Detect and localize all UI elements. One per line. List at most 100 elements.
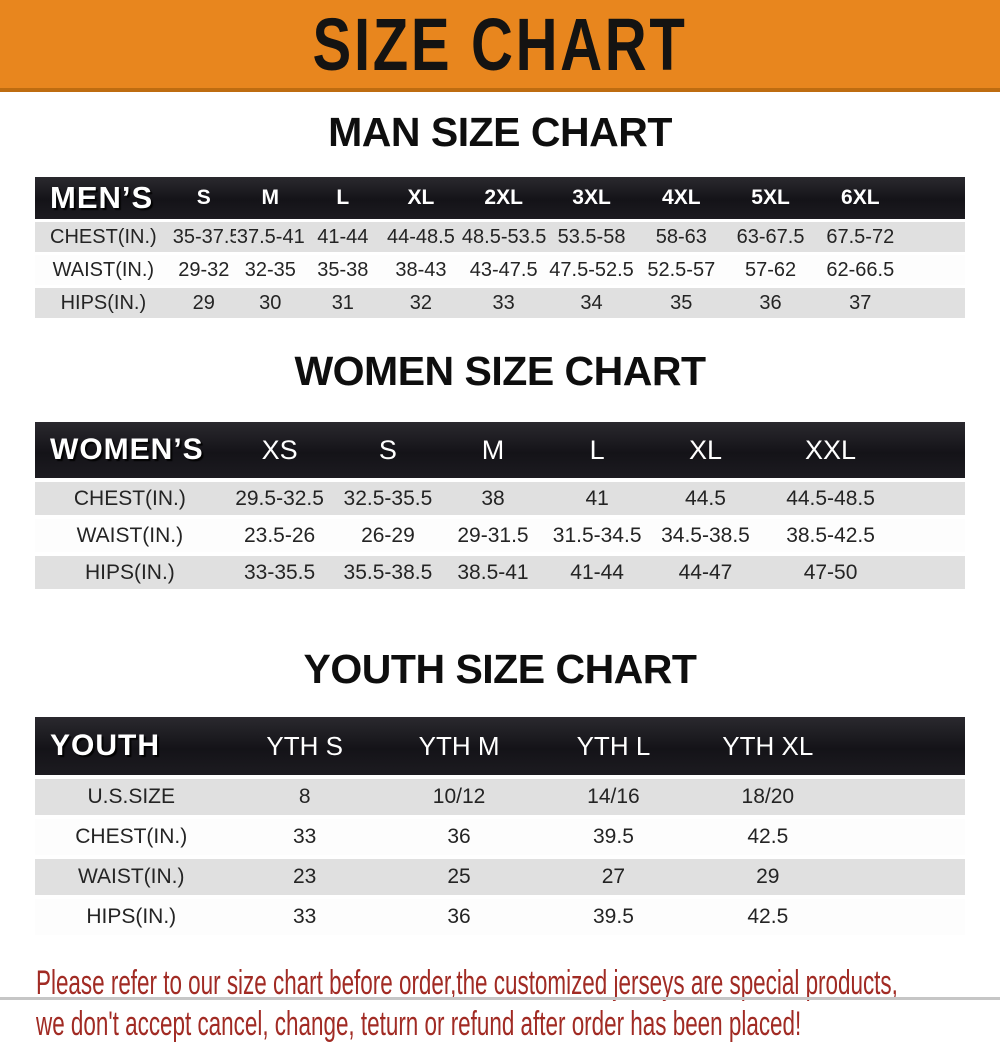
size-value-cell: 38-43 xyxy=(380,255,461,286)
size-value-cell: 35.5-38.5 xyxy=(334,556,442,590)
table-row: WAIST(IN.) 23.5-26 26-29 29-31.5 31.5-34.5 34… xyxy=(35,519,965,553)
size-value-cell: 32 xyxy=(380,288,461,319)
size-value-cell: 33 xyxy=(460,288,547,319)
size-value-cell: 29 xyxy=(171,288,236,319)
size-value-cell: 36 xyxy=(381,819,537,856)
size-value-cell: 39.5 xyxy=(536,899,691,936)
size-column-header: 3XL xyxy=(546,177,637,220)
header-filler xyxy=(845,717,965,776)
size-column-header: 5XL xyxy=(725,177,816,220)
row-label: HIPS(IN.) xyxy=(35,556,225,590)
size-value-cell: 14/16 xyxy=(536,779,691,816)
size-value-cell: 29.5-32.5 xyxy=(224,482,335,516)
size-value-cell: 33 xyxy=(227,819,382,856)
size-value-cell: 52.5-57 xyxy=(636,255,726,286)
size-value-cell: 34.5-38.5 xyxy=(649,519,762,553)
size-value-cell: 36 xyxy=(725,288,816,319)
size-column-header: M xyxy=(235,177,305,220)
row-label: CHEST(IN.) xyxy=(35,222,172,253)
table-corner-label: YOUTH xyxy=(35,717,228,776)
size-column-header: L xyxy=(544,422,650,479)
size-value-cell: 18/20 xyxy=(690,779,845,816)
header-filler xyxy=(899,422,965,479)
size-value-cell: 38.5-41 xyxy=(441,556,545,590)
row-filler xyxy=(905,222,965,253)
size-column-header: M xyxy=(441,422,545,479)
size-column-header: 2XL xyxy=(460,177,547,220)
bottom-edge-strip xyxy=(0,997,1000,1000)
size-value-cell: 31 xyxy=(304,288,381,319)
youth-section-heading: YOUTH SIZE CHART xyxy=(303,646,697,693)
size-column-header: XXL xyxy=(761,422,900,479)
size-value-cell: 44.5-48.5 xyxy=(761,482,900,516)
size-column-header: XL xyxy=(649,422,762,479)
size-column-header: 6XL xyxy=(815,177,906,220)
table-row: HIPS(IN.) 33-35.5 35.5-38.5 38.5-41 41-44 44-… xyxy=(35,556,965,590)
size-value-cell: 35-37.5 xyxy=(171,222,236,253)
size-value-cell: 63-67.5 xyxy=(725,222,816,253)
row-label: CHEST(IN.) xyxy=(35,819,228,856)
table-row: WAIST(IN.) 23 25 27 29 xyxy=(35,859,965,896)
table-header-row: WOMEN’S XS S M L XL XXL xyxy=(35,422,965,479)
size-value-cell: 48.5-53.5 xyxy=(460,222,547,253)
row-filler xyxy=(845,779,965,816)
size-value-cell: 8 xyxy=(227,779,382,816)
size-value-cell: 29-32 xyxy=(171,255,236,286)
size-value-cell: 37 xyxy=(815,288,906,319)
row-label: CHEST(IN.) xyxy=(35,482,225,516)
size-value-cell: 31.5-34.5 xyxy=(544,519,650,553)
size-value-cell: 41-44 xyxy=(544,556,650,590)
size-value-cell: 27 xyxy=(536,859,691,896)
size-value-cell: 23.5-26 xyxy=(224,519,335,553)
size-column-header: YTH S xyxy=(227,717,382,776)
size-column-header: S xyxy=(334,422,442,479)
size-column-header: YTH L xyxy=(536,717,691,776)
size-value-cell: 25 xyxy=(381,859,537,896)
size-value-cell: 38.5-42.5 xyxy=(761,519,900,553)
size-value-cell: 41 xyxy=(544,482,650,516)
row-label: WAIST(IN.) xyxy=(35,255,172,286)
table-row: HIPS(IN.) 29 30 31 32 33 34 35 36 37 xyxy=(35,288,965,319)
row-filler xyxy=(845,899,965,936)
table-corner-label: MEN’S xyxy=(35,177,172,220)
table-row: CHEST(IN.) 35-37.5 37.5-41 41-44 44-48.5 48.5… xyxy=(35,222,965,253)
size-value-cell: 39.5 xyxy=(536,819,691,856)
row-label: WAIST(IN.) xyxy=(35,859,228,896)
size-column-header: XL xyxy=(380,177,461,220)
size-value-cell: 41-44 xyxy=(304,222,381,253)
table-row: CHEST(IN.) 33 36 39.5 42.5 xyxy=(35,819,965,856)
size-value-cell: 42.5 xyxy=(690,899,845,936)
row-filler xyxy=(899,519,965,553)
size-column-header: YTH XL xyxy=(690,717,845,776)
youth-size-table: YOUTH YTH S YTH M YTH L YTH XL U.S.SIZE 8 10/12… xyxy=(35,713,965,939)
footer-notice: Please refer to our size chart before or… xyxy=(36,963,1000,1045)
size-value-cell: 29 xyxy=(690,859,845,896)
size-value-cell: 57-62 xyxy=(725,255,816,286)
size-value-cell: 37.5-41 xyxy=(235,222,305,253)
size-column-header: YTH M xyxy=(381,717,537,776)
size-value-cell: 32.5-35.5 xyxy=(334,482,442,516)
men-section: MAN SIZE CHART MEN’S S M L XL 2XL 3XL 4XL 5XL 6XL… xyxy=(0,110,1000,321)
size-value-cell: 62-66.5 xyxy=(815,255,906,286)
size-value-cell: 29-31.5 xyxy=(441,519,545,553)
table-row: WAIST(IN.) 29-32 32-35 35-38 38-43 43-47.5 47.… xyxy=(35,255,965,286)
size-value-cell: 10/12 xyxy=(381,779,537,816)
size-value-cell: 30 xyxy=(235,288,305,319)
size-value-cell: 33 xyxy=(227,899,382,936)
notice-line-1: Please refer to our size chart before or… xyxy=(36,964,898,1003)
size-value-cell: 67.5-72 xyxy=(815,222,906,253)
banner: SIZE CHART xyxy=(0,0,1000,92)
size-value-cell: 44.5 xyxy=(649,482,762,516)
row-filler xyxy=(845,819,965,856)
size-value-cell: 47-50 xyxy=(761,556,900,590)
size-value-cell: 43-47.5 xyxy=(460,255,547,286)
size-value-cell: 42.5 xyxy=(690,819,845,856)
size-value-cell: 23 xyxy=(227,859,382,896)
size-value-cell: 58-63 xyxy=(636,222,726,253)
size-value-cell: 47.5-52.5 xyxy=(546,255,637,286)
size-column-header: S xyxy=(171,177,236,220)
row-label: U.S.SIZE xyxy=(35,779,228,816)
size-value-cell: 38 xyxy=(441,482,545,516)
table-corner-label: WOMEN’S xyxy=(35,422,225,479)
